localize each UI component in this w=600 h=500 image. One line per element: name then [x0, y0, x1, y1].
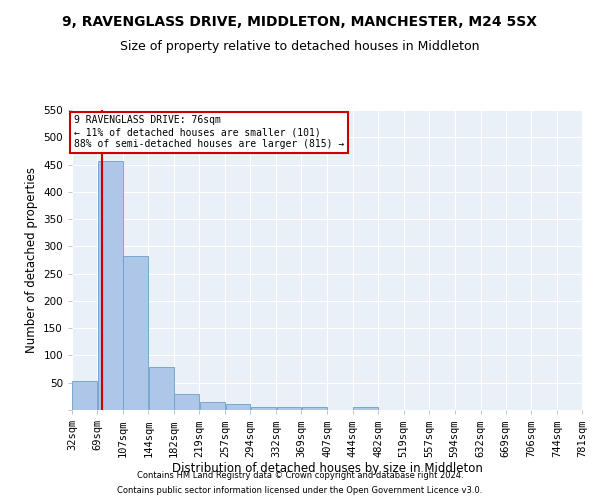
Bar: [149, 368, 174, 410]
Bar: [251, 408, 276, 410]
Bar: [124, 256, 148, 410]
Bar: [200, 402, 225, 410]
Text: 9, RAVENGLASS DRIVE, MIDDLETON, MANCHESTER, M24 5SX: 9, RAVENGLASS DRIVE, MIDDLETON, MANCHEST…: [62, 15, 538, 29]
Y-axis label: Number of detached properties: Number of detached properties: [25, 167, 38, 353]
Text: Size of property relative to detached houses in Middleton: Size of property relative to detached ho…: [120, 40, 480, 53]
Bar: [353, 408, 378, 410]
Bar: [175, 394, 199, 410]
Text: Contains HM Land Registry data © Crown copyright and database right 2024.: Contains HM Land Registry data © Crown c…: [137, 471, 463, 480]
Text: 9 RAVENGLASS DRIVE: 76sqm
← 11% of detached houses are smaller (101)
88% of semi: 9 RAVENGLASS DRIVE: 76sqm ← 11% of detac…: [74, 116, 344, 148]
Bar: [302, 406, 327, 410]
Bar: [73, 381, 97, 410]
Bar: [277, 408, 301, 410]
Text: Contains public sector information licensed under the Open Government Licence v3: Contains public sector information licen…: [118, 486, 482, 495]
X-axis label: Distribution of detached houses by size in Middleton: Distribution of detached houses by size …: [172, 462, 482, 475]
Bar: [226, 404, 250, 410]
Bar: [98, 160, 123, 410]
